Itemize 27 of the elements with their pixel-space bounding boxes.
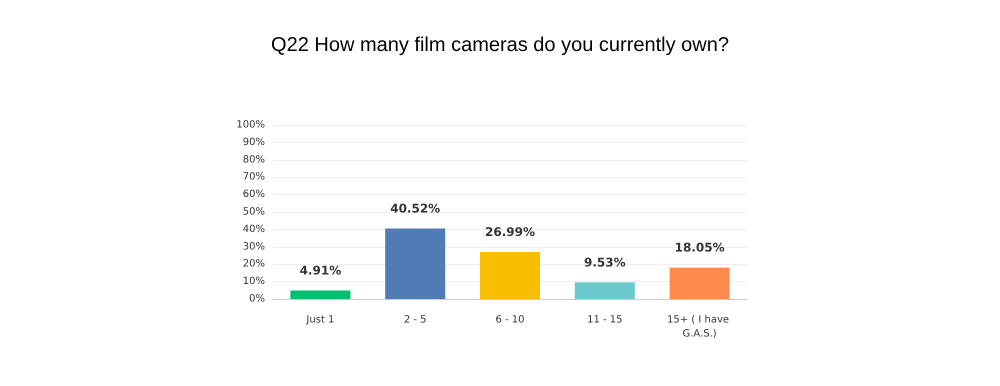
data-label: 4.91% — [300, 263, 342, 278]
y-tick-label: 10% — [242, 276, 265, 288]
y-tick-label: 40% — [242, 224, 265, 235]
x-tick-label: 15+ ( I have G.A.S.) — [666, 314, 732, 340]
y-tick-label: 100% — [236, 120, 265, 130]
y-tick-label: 30% — [242, 241, 265, 252]
y-tick-label: 0% — [249, 294, 265, 304]
chart-title: Q22 How many film cameras do you currently own? — [271, 34, 729, 56]
x-tick-label: Just 1 — [305, 314, 334, 326]
data-label: 18.05% — [674, 240, 725, 255]
data-label: 26.99% — [485, 225, 535, 240]
y-tick-label: 70% — [242, 172, 265, 183]
x-tick-label: 6 - 10 — [495, 314, 525, 326]
y-tick-label: 90% — [242, 136, 265, 148]
bar — [385, 228, 446, 299]
bar — [480, 252, 540, 299]
y-tick-label: 80% — [242, 154, 265, 166]
y-tick-label: 20% — [242, 258, 265, 270]
bar — [290, 290, 350, 299]
bar — [574, 282, 635, 299]
y-tick-label: 50% — [242, 206, 265, 218]
bar — [670, 268, 730, 299]
x-tick-label: 11 - 15 — [587, 314, 623, 326]
data-label: 40.52% — [390, 201, 440, 216]
y-tick-label: 60% — [242, 189, 265, 200]
x-tick-label: 2 - 5 — [404, 314, 427, 326]
data-label: 9.53% — [584, 255, 626, 270]
